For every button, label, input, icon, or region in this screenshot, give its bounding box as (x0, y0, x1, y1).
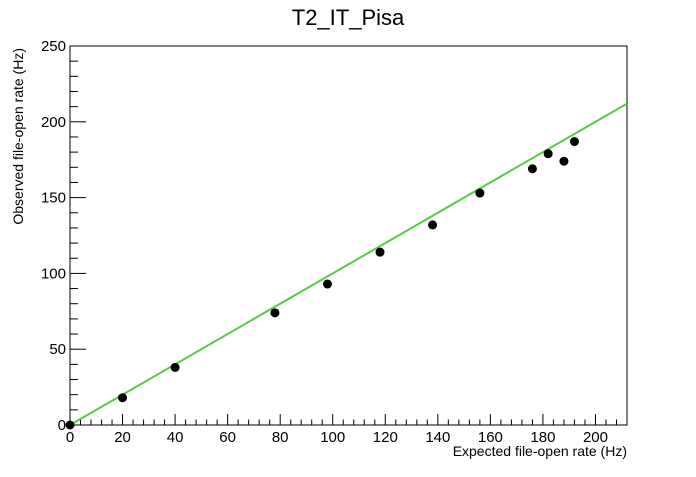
y-tick-label: 250 (41, 38, 66, 55)
data-point (65, 420, 75, 430)
chart-title: T2_IT_Pisa (292, 5, 405, 30)
x-tick-label: 120 (373, 429, 398, 446)
data-point (543, 149, 553, 159)
data-points (65, 137, 579, 430)
x-tick-label: 40 (167, 429, 184, 446)
y-tick-label: 0 (58, 417, 66, 434)
y-tick-label: 50 (49, 341, 66, 358)
x-tick-label: 160 (478, 429, 503, 446)
data-point (559, 156, 569, 166)
reference-line (69, 102, 628, 426)
y-axis-title: Observed file-open rate (Hz) (10, 48, 26, 225)
x-tick-label: 80 (272, 429, 289, 446)
data-point (270, 308, 280, 318)
data-point (569, 137, 579, 147)
x-tick-label: 60 (219, 429, 236, 446)
data-point (428, 220, 438, 230)
x-tick-label: 180 (530, 429, 555, 446)
plot-frame (69, 45, 628, 426)
y-tick-label: 200 (41, 114, 66, 131)
data-point (475, 188, 485, 198)
x-tick-label: 0 (66, 429, 74, 446)
x-tick-label: 140 (425, 429, 450, 446)
reference-line-layer (69, 102, 628, 426)
y-tick-label: 100 (41, 265, 66, 282)
x-tick-label: 200 (583, 429, 608, 446)
y-tick-label: 150 (41, 190, 66, 207)
data-point (170, 362, 180, 372)
data-point (527, 164, 537, 174)
data-point (322, 279, 332, 289)
x-tick-label: 20 (114, 429, 131, 446)
x-tick-label: 100 (320, 429, 345, 446)
data-point (375, 247, 385, 257)
axis-ticks: 0 20 40 60 80 100 120 140 160 180 200 0 50 100 150 200 2… (41, 38, 628, 446)
x-axis-title: Expected file-open rate (Hz) (453, 443, 627, 459)
data-point (118, 393, 128, 403)
